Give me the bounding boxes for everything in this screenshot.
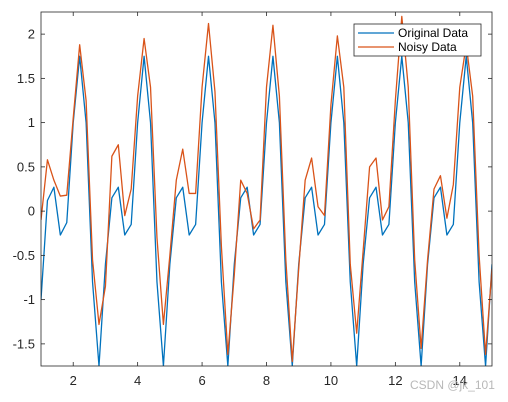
x-tick-label: 14 — [453, 373, 467, 388]
series-line-noisy — [41, 15, 492, 363]
x-axis: 2 4 6 8 10 12 14 — [70, 12, 467, 388]
x-tick-label: 2 — [70, 373, 77, 388]
y-tick-label: -1.5 — [13, 336, 35, 351]
x-tick-label: 4 — [134, 373, 141, 388]
x-tick-label: 6 — [198, 373, 205, 388]
legend-label-noisy: Noisy Data — [398, 40, 457, 54]
legend-box — [353, 23, 482, 57]
y-tick-label: 0.5 — [17, 159, 35, 174]
x-tick-label: 10 — [324, 373, 338, 388]
legend[interactable]: Original Data Noisy Data — [353, 23, 482, 57]
series-line-original — [41, 55, 492, 366]
y-tick-label: -0.5 — [13, 248, 35, 263]
x-tick-label: 12 — [388, 373, 402, 388]
y-tick-label: 0 — [28, 204, 35, 219]
y-axis: -1.5 -1 -0.5 0 0.5 1 1.5 2 — [13, 27, 492, 351]
series-layer — [41, 15, 492, 366]
x-tick-label: 8 — [263, 373, 270, 388]
legend-label-original: Original Data — [398, 26, 468, 40]
y-tick-label: 2 — [28, 27, 35, 42]
y-tick-label: 1.5 — [17, 71, 35, 86]
y-tick-label: 1 — [28, 115, 35, 130]
watermark-text: CSDN @jk_101 — [410, 378, 495, 392]
y-tick-label: -1 — [23, 292, 35, 307]
